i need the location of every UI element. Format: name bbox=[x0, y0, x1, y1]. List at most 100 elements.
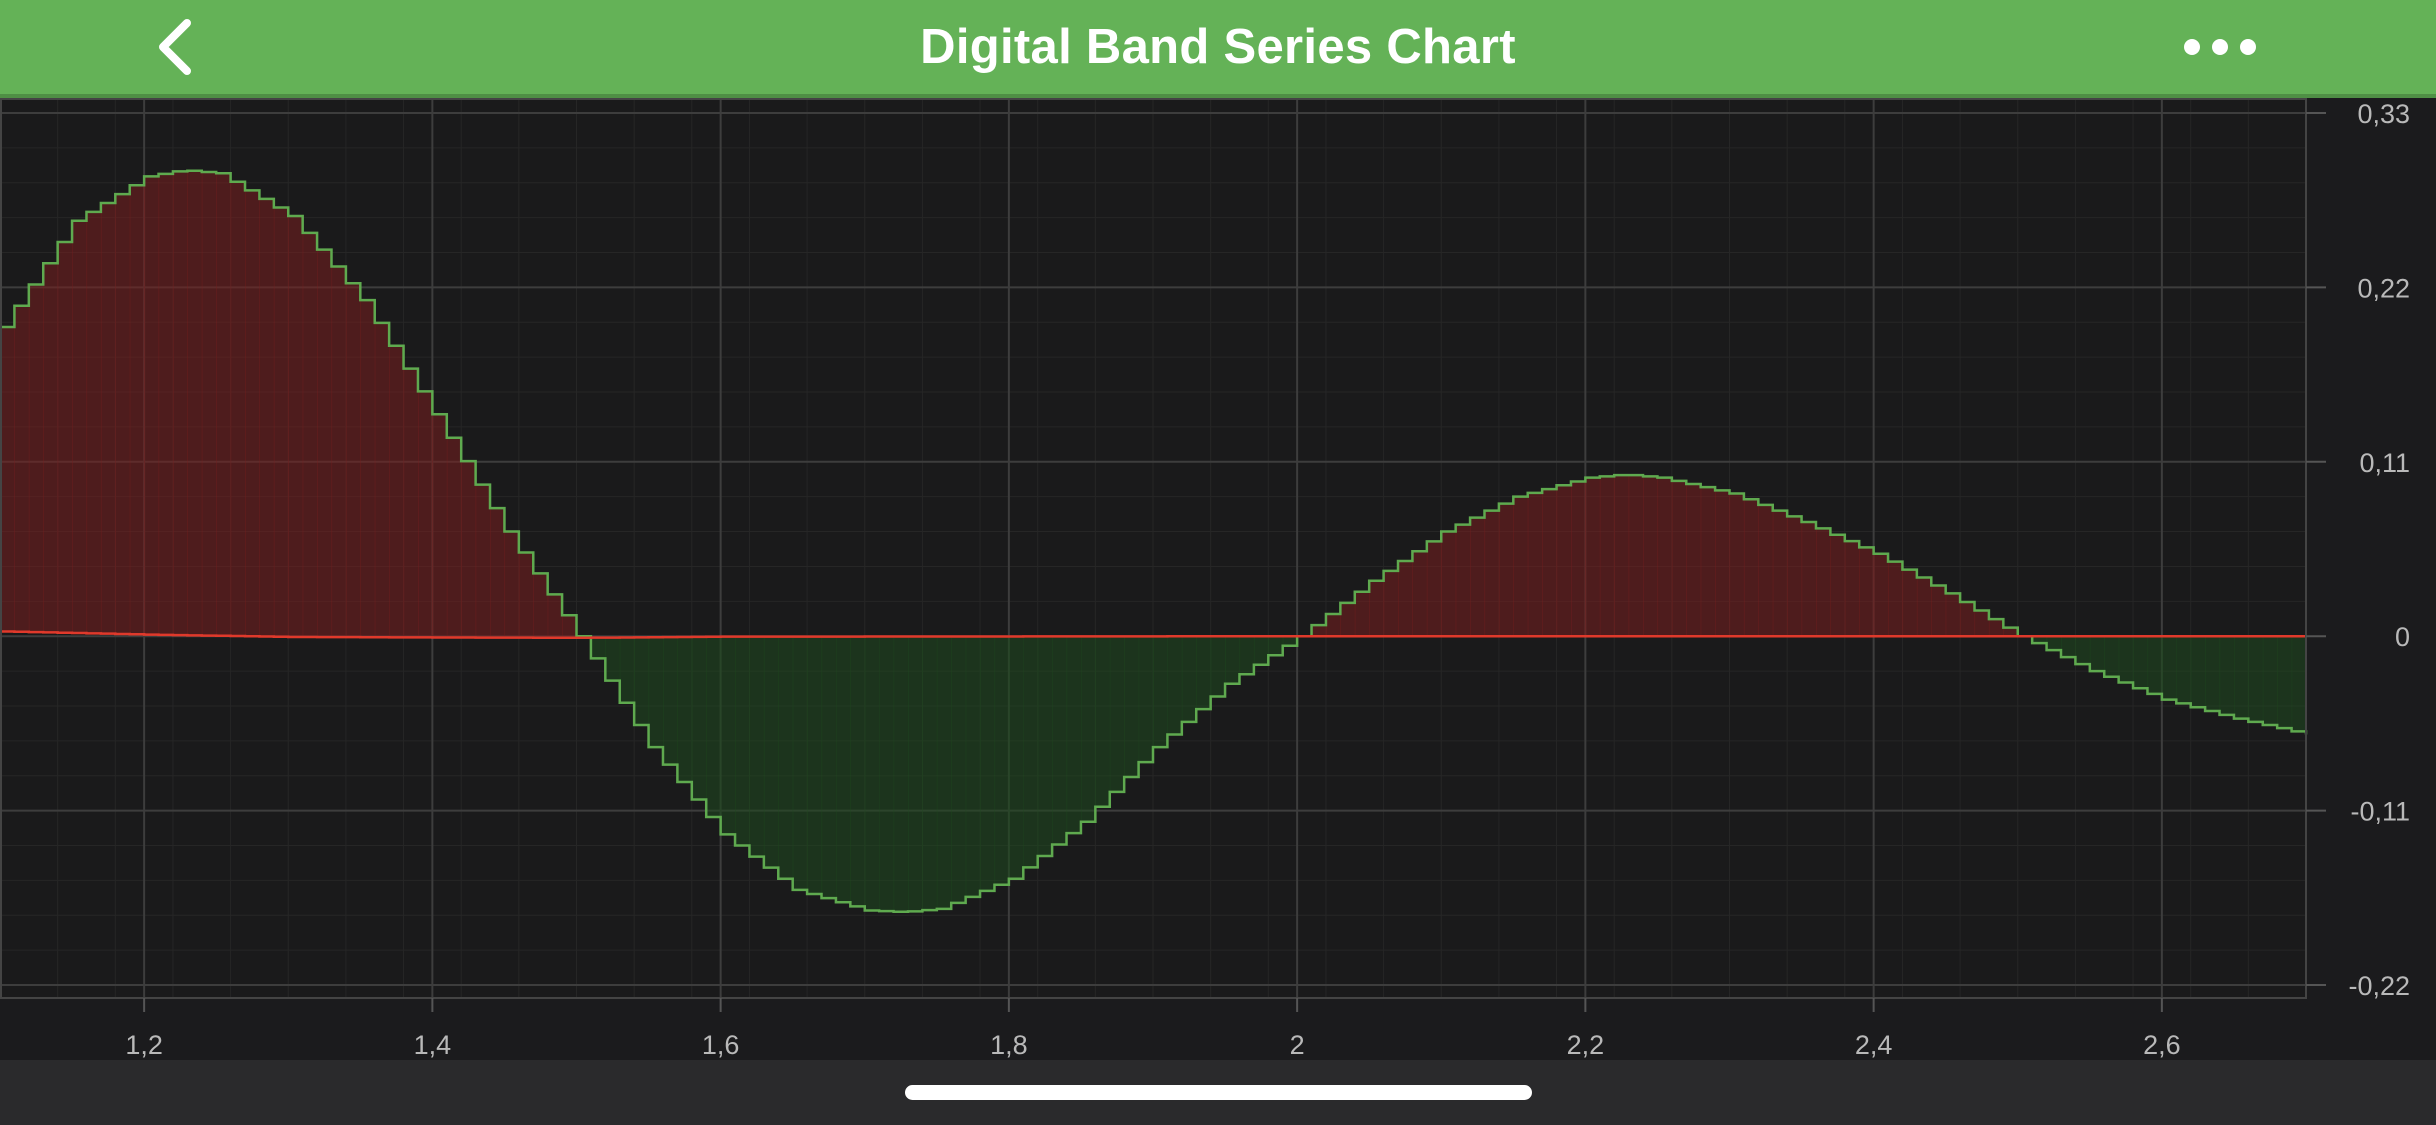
band-segment bbox=[28, 284, 44, 633]
band-segment bbox=[446, 437, 462, 638]
band-segment bbox=[951, 636, 967, 903]
band-segment bbox=[2046, 636, 2062, 651]
chevron-left-icon bbox=[159, 19, 191, 75]
band-segment bbox=[2133, 636, 2149, 689]
band-segment bbox=[43, 263, 59, 633]
band-segment bbox=[922, 636, 938, 911]
band-segment bbox=[720, 636, 736, 835]
band-segment bbox=[1686, 483, 1702, 637]
band-segment bbox=[345, 283, 361, 638]
band-segment bbox=[2262, 636, 2278, 725]
band-segment bbox=[144, 176, 160, 635]
band-segment bbox=[1369, 580, 1385, 637]
band-segment bbox=[2118, 636, 2134, 683]
band-segment bbox=[893, 636, 909, 912]
band-segment bbox=[1441, 531, 1457, 637]
band-segment bbox=[1109, 636, 1125, 792]
band-segment bbox=[1945, 593, 1961, 637]
band-segment bbox=[533, 573, 549, 638]
digital-band-chart[interactable]: 0,33 0,22 0,11 0 -0,11 -0,22 1,2 1,4 1,6 1,8 2 2,2… bbox=[0, 98, 2436, 1060]
band-segment bbox=[1916, 577, 1932, 637]
band-segment bbox=[2233, 636, 2249, 719]
band-segment bbox=[634, 637, 650, 725]
band-segment bbox=[374, 322, 390, 638]
band-segment bbox=[1052, 636, 1068, 845]
band-segment bbox=[1239, 636, 1255, 675]
band-segment bbox=[807, 636, 823, 894]
y-tick-label: 0,11 bbox=[2359, 448, 2410, 478]
band-segment bbox=[1124, 636, 1140, 777]
band-segment bbox=[1599, 476, 1615, 637]
band-segment bbox=[1311, 625, 1327, 637]
band-segment bbox=[2190, 636, 2206, 708]
band-segment bbox=[1008, 636, 1024, 879]
x-tick-label: 1,2 bbox=[125, 1030, 163, 1060]
band-segment bbox=[331, 266, 347, 638]
band-segment bbox=[1815, 528, 1831, 637]
band-segment bbox=[432, 414, 448, 638]
band-segment bbox=[1325, 614, 1341, 637]
band-segment bbox=[2161, 636, 2177, 700]
band-segment bbox=[1498, 503, 1514, 637]
band-segment bbox=[1657, 477, 1673, 637]
home-indicator[interactable] bbox=[905, 1085, 1532, 1100]
band-segment bbox=[749, 636, 765, 857]
band-segment bbox=[518, 552, 534, 638]
band-segment bbox=[1743, 499, 1759, 637]
band-segment bbox=[1181, 636, 1197, 722]
band-segment bbox=[57, 242, 73, 633]
band-segment bbox=[936, 636, 952, 909]
band-segment bbox=[1859, 547, 1875, 637]
band-segment bbox=[562, 615, 578, 638]
band-segment bbox=[1830, 534, 1846, 637]
band-segment bbox=[1844, 541, 1860, 637]
band-segment bbox=[317, 249, 333, 638]
band-segment bbox=[1383, 570, 1399, 637]
band-segment bbox=[1772, 510, 1788, 637]
band-segment bbox=[879, 636, 895, 912]
band-segment bbox=[792, 636, 808, 890]
chart-area[interactable]: 0,33 0,22 0,11 0 -0,11 -0,22 1,2 1,4 1,6 1,8 2 2,2… bbox=[0, 98, 2436, 1060]
band-segment bbox=[1570, 481, 1586, 637]
band-segment bbox=[1340, 602, 1356, 637]
x-tick-label: 1,6 bbox=[702, 1030, 740, 1060]
band-segment bbox=[1095, 636, 1111, 807]
band-segment bbox=[1484, 510, 1500, 637]
band-segment bbox=[1787, 516, 1803, 637]
x-tick-label: 2,6 bbox=[2143, 1030, 2181, 1060]
more-horizontal-icon bbox=[2184, 39, 2256, 55]
series-y1-line bbox=[0, 169, 2308, 914]
band-segment bbox=[1398, 561, 1414, 637]
band-segment bbox=[360, 300, 376, 638]
y-tick-label: 0 bbox=[2395, 622, 2410, 652]
band-segment bbox=[475, 484, 491, 638]
x-tick-label: 1,8 bbox=[990, 1030, 1028, 1060]
y-tick-label: -0,11 bbox=[2350, 797, 2410, 827]
band-segment bbox=[1960, 601, 1976, 637]
band-segment bbox=[1066, 636, 1082, 834]
band-segment bbox=[1513, 496, 1529, 637]
band-segment bbox=[2075, 636, 2091, 665]
band-segment bbox=[2291, 636, 2307, 732]
band-segment bbox=[115, 194, 131, 634]
more-options-button[interactable] bbox=[2170, 22, 2270, 72]
band-segment bbox=[1282, 636, 1298, 646]
band-segment bbox=[1628, 475, 1644, 637]
band-segment bbox=[980, 636, 996, 891]
band-segment bbox=[850, 636, 866, 907]
band-segment bbox=[706, 636, 722, 817]
band-segment bbox=[590, 637, 606, 659]
band-segment bbox=[1700, 487, 1716, 637]
band-segment bbox=[547, 594, 563, 638]
band-segment bbox=[965, 636, 981, 897]
band-segment bbox=[1426, 541, 1442, 637]
band-segment bbox=[1873, 553, 1889, 637]
band-segment bbox=[2003, 627, 2019, 637]
band-segment bbox=[2176, 636, 2192, 704]
back-button[interactable] bbox=[140, 12, 210, 82]
band-segment bbox=[1902, 569, 1918, 637]
band-segment bbox=[1080, 636, 1096, 822]
band-segment bbox=[691, 636, 707, 800]
x-axis: 1,2 1,4 1,6 1,8 2 2,2 2,4 2,6 bbox=[125, 998, 2181, 1060]
band-segment bbox=[605, 637, 621, 681]
